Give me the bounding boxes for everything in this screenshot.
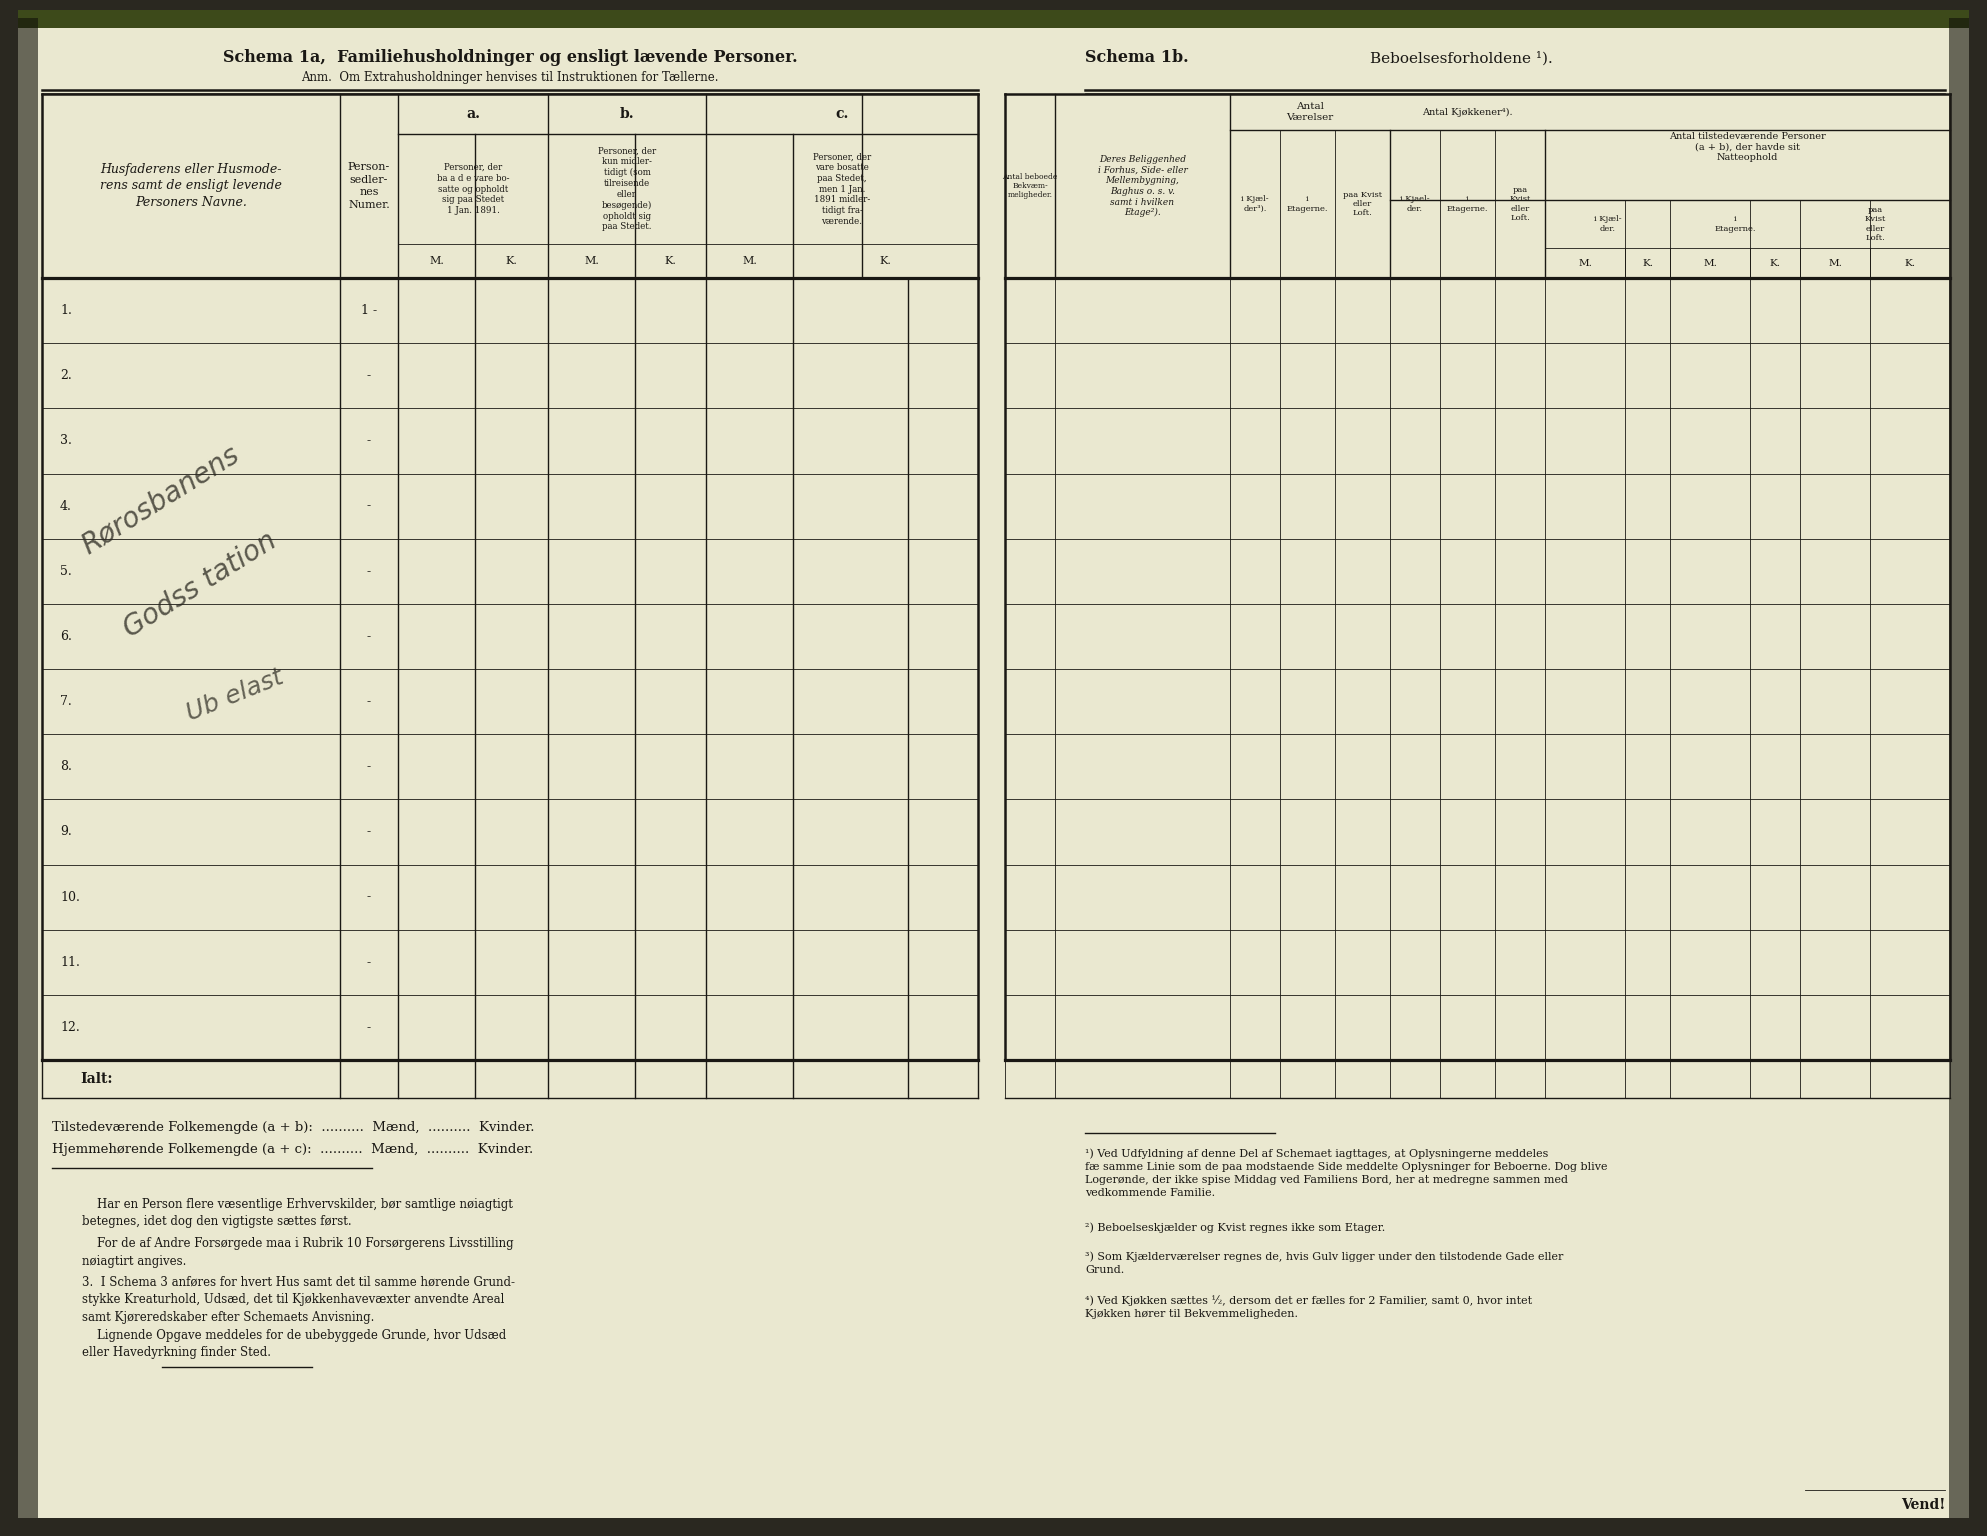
Text: 10.: 10. (60, 891, 79, 903)
Text: -: - (368, 565, 372, 578)
Bar (1949, 18, 1969, 1518)
Text: -: - (368, 891, 372, 903)
Text: Person-
sedler-
nes
Numer.: Person- sedler- nes Numer. (348, 163, 389, 209)
Text: 12.: 12. (60, 1021, 79, 1034)
Text: 3.  I Schema 3 anføres for hvert Hus samt det til samme hørende Grund-
stykke Kr: 3. I Schema 3 anføres for hvert Hus samt… (81, 1276, 515, 1359)
Text: ³) Som Kjælderværelser regnes de, hvis Gulv ligger under den tilstodende Gade el: ³) Som Kjælderværelser regnes de, hvis G… (1085, 1250, 1564, 1275)
Text: i
Etagerne.: i Etagerne. (1288, 195, 1327, 212)
Text: Antal tilstedeværende Personer
(a + b), der havde sit
Natteophold: Antal tilstedeværende Personer (a + b), … (1669, 132, 1826, 161)
Text: Husfaderens eller Husmode-
rens samt de ensligt levende
Personers Navne.: Husfaderens eller Husmode- rens samt de … (99, 163, 282, 209)
Text: -: - (368, 499, 372, 513)
Text: K.: K. (880, 257, 892, 266)
Bar (18, 11, 1969, 28)
Text: 5.: 5. (60, 565, 72, 578)
Text: paa Kvist
eller
Loft.: paa Kvist eller Loft. (1343, 190, 1383, 217)
Text: -: - (368, 1021, 372, 1034)
Text: i Kjæl-
der.: i Kjæl- der. (1594, 215, 1621, 232)
Text: Rørosbanens: Rørosbanens (76, 441, 244, 559)
Text: -: - (368, 760, 372, 773)
Text: Anm.  Om Extrahusholdninger henvises til Instruktionen for Tællerne.: Anm. Om Extrahusholdninger henvises til … (302, 72, 719, 84)
Text: K.: K. (505, 257, 517, 266)
Text: 3.: 3. (60, 435, 72, 447)
Text: paa
Kvist
eller
Loft.: paa Kvist eller Loft. (1510, 186, 1530, 221)
Text: ¹) Ved Udfyldning af denne Del af Schemaet iagttages, at Oplysningerne meddeles
: ¹) Ved Udfyldning af denne Del af Schema… (1085, 1147, 1607, 1198)
Text: M.: M. (584, 257, 598, 266)
Text: paa
Kvist
eller
Loft.: paa Kvist eller Loft. (1864, 206, 1886, 241)
Text: Ub elast: Ub elast (183, 665, 286, 725)
Text: Hjemmehørende Folkemengde (a + c):  ..........  Mænd,  ..........  Kvinder.: Hjemmehørende Folkemengde (a + c): .....… (52, 1143, 533, 1157)
Text: Personer, der
kun midler-
tidigt (som
tilreisende
eller
besøgende)
opholdt sig
p: Personer, der kun midler- tidigt (som ti… (598, 147, 656, 232)
Text: Godss tation: Godss tation (119, 527, 282, 644)
Text: M.: M. (1828, 258, 1842, 267)
Text: Har en Person flere væsentlige Erhvervskilder, bør samtlige nøiagtigt
betegnes, : Har en Person flere væsentlige Erhvervsk… (81, 1198, 513, 1229)
Text: Beboelsesforholdene ¹).: Beboelsesforholdene ¹). (1369, 51, 1552, 65)
Text: -: - (368, 955, 372, 969)
Text: -: - (368, 696, 372, 708)
Text: i Kjael-
der.: i Kjael- der. (1401, 195, 1431, 212)
Text: i
Etagerne.: i Etagerne. (1715, 215, 1757, 232)
Text: c.: c. (835, 108, 848, 121)
Text: K.: K. (664, 257, 676, 266)
Text: b.: b. (620, 108, 634, 121)
Text: Ialt:: Ialt: (81, 1072, 113, 1086)
Text: M.: M. (1578, 258, 1592, 267)
Text: M.: M. (741, 257, 757, 266)
Text: 2.: 2. (60, 369, 72, 382)
Text: 1.: 1. (60, 304, 72, 316)
Text: -: - (368, 435, 372, 447)
Text: M.: M. (429, 257, 443, 266)
Text: Antal Kjøkkener⁴).: Antal Kjøkkener⁴). (1423, 108, 1512, 117)
Text: ²) Beboelseskjælder og Kvist regnes ikke som Etager.: ²) Beboelseskjælder og Kvist regnes ikke… (1085, 1223, 1385, 1232)
Text: Antal beboede
Bekvæm-
meligheder.: Antal beboede Bekvæm- meligheder. (1001, 174, 1057, 200)
Text: Schema 1a,  Familiehusholdninger og ensligt lævende Personer.: Schema 1a, Familiehusholdninger og ensli… (223, 49, 797, 66)
Text: K.: K. (1770, 258, 1780, 267)
Text: i Kjæl-
der³).: i Kjæl- der³). (1242, 195, 1270, 212)
Text: ⁴) Ved Kjøkken sættes ½, dersom det er fælles for 2 Familier, samt 0, hvor intet: ⁴) Ved Kjøkken sættes ½, dersom det er f… (1085, 1295, 1532, 1319)
Text: Personer, der
ba a d e vare bo-
satte og opholdt
sig paa Stedet
1 Jan. 1891.: Personer, der ba a d e vare bo- satte og… (437, 163, 509, 215)
Text: 8.: 8. (60, 760, 72, 773)
Text: Schema 1b.: Schema 1b. (1085, 49, 1188, 66)
Text: Antal
Værelser: Antal Værelser (1286, 103, 1333, 121)
Text: Deres Beliggenhed
i Forhus, Side- eller
Mellembygning,
Baghus o. s. v.
samt i hv: Deres Beliggenhed i Forhus, Side- eller … (1097, 155, 1188, 218)
Text: K.: K. (1904, 258, 1915, 267)
Text: -: - (368, 630, 372, 644)
Text: M.: M. (1703, 258, 1717, 267)
Text: i
Etagerne.: i Etagerne. (1447, 195, 1488, 212)
Text: -: - (368, 825, 372, 839)
Text: 6.: 6. (60, 630, 72, 644)
Text: For de af Andre Forsørgede maa i Rubrik 10 Forsørgerens Livsstilling
nøiagtirt a: For de af Andre Forsørgede maa i Rubrik … (81, 1236, 513, 1267)
Text: 1 -: 1 - (362, 304, 378, 316)
Text: 7.: 7. (60, 696, 72, 708)
Text: Personer, der
vare bosatte
paa Stedet,
men 1 Jan.
1891 midler-
tidigt fra-
væren: Personer, der vare bosatte paa Stedet, m… (813, 152, 870, 226)
Text: -: - (368, 369, 372, 382)
Text: Vend!: Vend! (1902, 1498, 1945, 1511)
Text: Tilstedeværende Folkemengde (a + b):  ..........  Mænd,  ..........  Kvinder.: Tilstedeværende Folkemengde (a + b): ...… (52, 1121, 535, 1135)
Text: a.: a. (467, 108, 481, 121)
Text: 9.: 9. (60, 825, 72, 839)
Text: 4.: 4. (60, 499, 72, 513)
Bar (18, 18, 38, 1518)
Text: 11.: 11. (60, 955, 79, 969)
Text: K.: K. (1641, 258, 1653, 267)
